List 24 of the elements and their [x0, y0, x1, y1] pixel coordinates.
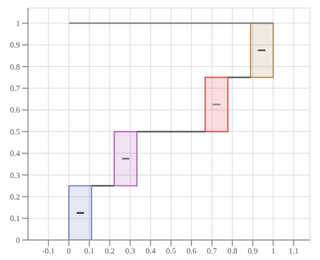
x-tick-label: 0.1 [84, 246, 94, 256]
y-tick-label: 0.4 [10, 149, 20, 158]
x-tick-label: 0.6 [186, 246, 196, 256]
y-tick-label: 0.1 [10, 214, 20, 224]
x-tick-label: 0.8 [227, 246, 238, 256]
x-tick-label: 0.4 [146, 246, 156, 256]
x-tick-label: 0.2 [104, 246, 115, 256]
y-tick-label: 0.2 [10, 192, 20, 202]
x-tick-label: -0.1 [42, 246, 55, 256]
x-tick-label: 0.7 [206, 246, 217, 256]
y-tick-label: 0.5 [10, 127, 20, 136]
x-tick-label: 0.9 [248, 246, 258, 256]
x-tick-label: 0.5 [166, 246, 176, 256]
y-tick-label: 0.3 [10, 170, 20, 180]
x-tick-label: 1 [271, 246, 276, 256]
y-tick-label: 0.8 [10, 62, 20, 72]
y-tick-label: 1 [16, 19, 20, 28]
x-tick-label: 0.3 [125, 246, 136, 256]
y-tick-label: 0.7 [10, 84, 20, 94]
y-tick-label: 0.6 [10, 106, 20, 115]
x-tick-label: 1.1 [288, 246, 299, 256]
y-tick-label: 0 [16, 236, 20, 245]
x-tick-label: 0 [66, 246, 71, 256]
y-tick-label: 0.9 [10, 40, 20, 50]
